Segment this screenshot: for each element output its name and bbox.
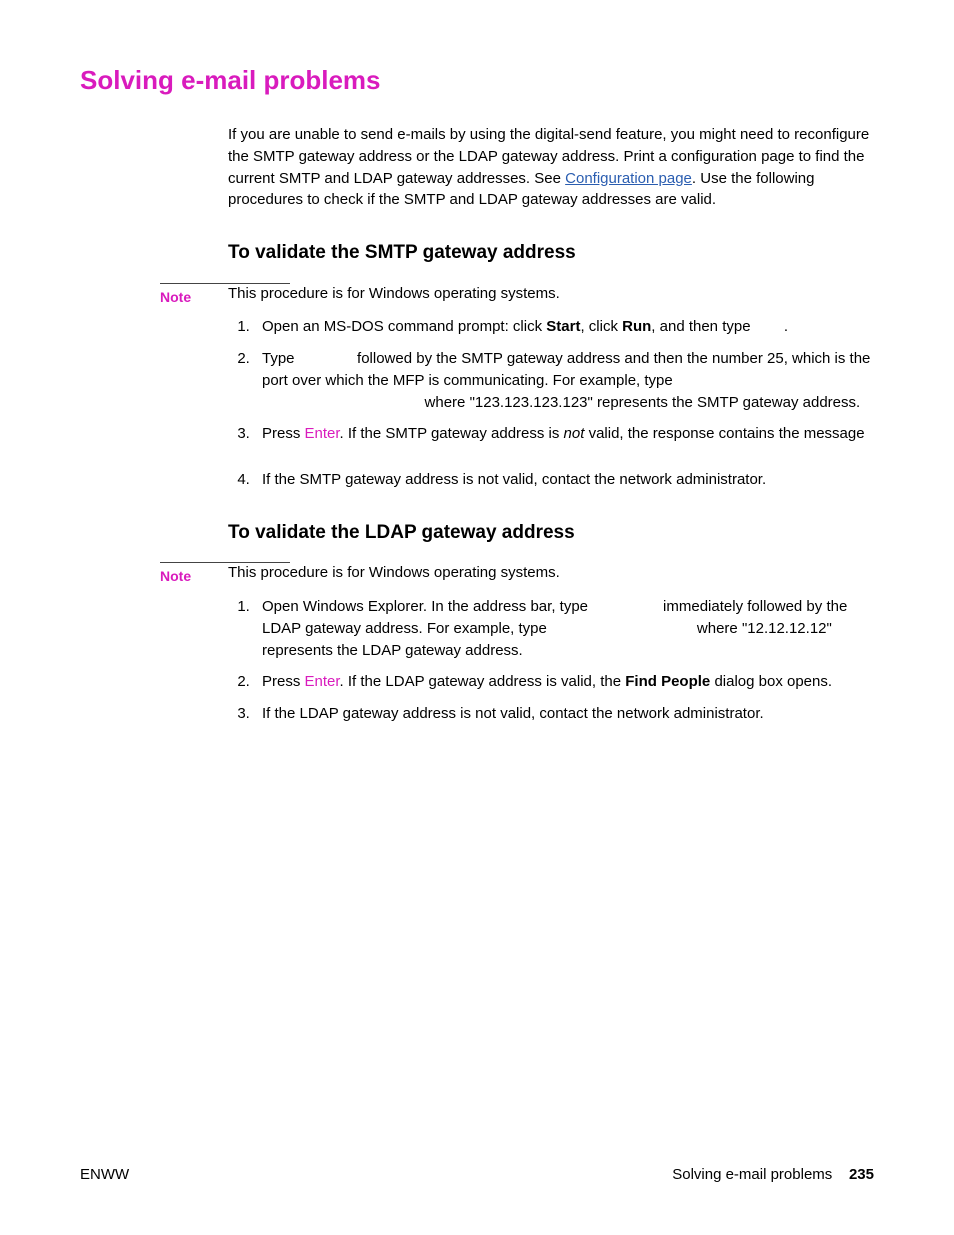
smtp-s3-d: not	[564, 425, 585, 442]
ldap-s2-b: Enter	[305, 673, 340, 690]
ldap-s2-a: Press	[262, 673, 305, 690]
smtp-note-text: This procedure is for Windows operating …	[228, 283, 874, 305]
ldap-s2-c: . If the LDAP gateway address is valid, …	[340, 673, 626, 690]
smtp-step-3: Press Enter. If the SMTP gateway address…	[254, 423, 874, 459]
smtp-s3-a: Press	[262, 425, 305, 442]
ldap-step-1: Open Windows Explorer. In the address ba…	[254, 596, 874, 661]
smtp-s3-b: Enter	[305, 425, 340, 442]
page-footer: ENWW Solving e-mail problems 235	[80, 1166, 874, 1183]
smtp-s1-a: Open an MS-DOS command prompt: click	[262, 318, 546, 335]
smtp-s1-b: Start	[546, 318, 580, 335]
smtp-s2-b: followed by the SMTP gateway address and…	[262, 350, 870, 389]
page-number: 235	[849, 1166, 874, 1183]
ldap-note-text: This procedure is for Windows operating …	[228, 562, 874, 584]
smtp-s2-c: where "123.123.123.123" represents the S…	[420, 394, 860, 411]
smtp-s1-d: Run	[622, 318, 651, 335]
footer-left: ENWW	[80, 1166, 129, 1183]
footer-right: Solving e-mail problems 235	[672, 1166, 874, 1183]
ldap-s1-a: Open Windows Explorer. In the address ba…	[262, 598, 592, 615]
smtp-step-1: Open an MS-DOS command prompt: click Sta…	[254, 316, 874, 338]
page-title: Solving e-mail problems	[80, 65, 874, 96]
ldap-step-3: If the LDAP gateway address is not valid…	[254, 703, 874, 725]
smtp-s3-e: valid, the response contains the message	[584, 425, 864, 442]
smtp-s3-c: . If the SMTP gateway address is	[340, 425, 564, 442]
note-label-ldap: Note	[160, 562, 290, 584]
smtp-heading: To validate the SMTP gateway address	[228, 239, 874, 267]
ldap-s2-d: Find People	[625, 673, 710, 690]
smtp-s1-f: .	[784, 318, 788, 335]
intro-paragraph: If you are unable to send e-mails by usi…	[228, 124, 874, 211]
ldap-heading: To validate the LDAP gateway address	[228, 519, 874, 547]
ldap-s2-e: dialog box opens.	[710, 673, 832, 690]
smtp-s1-c: , click	[580, 318, 622, 335]
ldap-steps-list: Open Windows Explorer. In the address ba…	[228, 596, 874, 725]
smtp-step-4: If the SMTP gateway address is not valid…	[254, 469, 874, 491]
smtp-steps-list: Open an MS-DOS command prompt: click Sta…	[228, 316, 874, 491]
ldap-step-2: Press Enter. If the LDAP gateway address…	[254, 671, 874, 693]
smtp-s2-a: Type	[262, 350, 299, 367]
note-label-ldap-text: Note	[160, 568, 191, 584]
note-label-smtp-text: Note	[160, 289, 191, 305]
page-title-text: Solving e-mail problems	[80, 65, 381, 95]
note-label-smtp: Note	[160, 283, 290, 305]
smtp-step-2: Type followed by the SMTP gateway addres…	[254, 348, 874, 413]
smtp-s1-e: , and then type	[651, 318, 754, 335]
config-page-link[interactable]: Configuration page	[565, 170, 692, 187]
footer-section-title: Solving e-mail problems	[672, 1166, 832, 1183]
